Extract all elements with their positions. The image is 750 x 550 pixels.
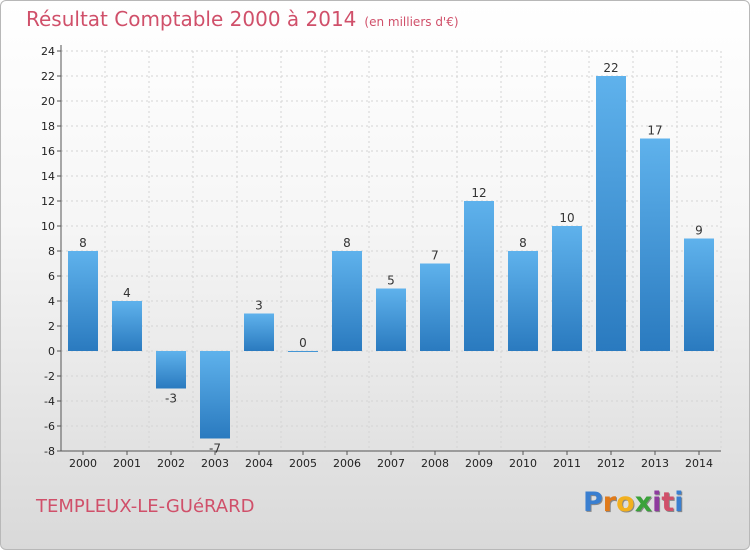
logo-letter: r bbox=[602, 487, 617, 518]
logo-letter: P bbox=[583, 487, 603, 518]
data-labels: 8 4 -3 -7 3 0 8 5 7 12 8 10 22 17 9 bbox=[79, 61, 703, 456]
bar-series bbox=[68, 76, 714, 439]
bar bbox=[552, 226, 582, 351]
data-label: 7 bbox=[431, 249, 439, 263]
data-label: 8 bbox=[519, 236, 527, 250]
y-tick-label: 24 bbox=[41, 45, 55, 58]
y-tick-label: -4 bbox=[44, 395, 55, 408]
x-tick-label: 2006 bbox=[333, 457, 361, 470]
y-tick-label: -8 bbox=[44, 445, 55, 458]
logo-letter: i bbox=[652, 487, 662, 518]
x-tick-label: 2012 bbox=[597, 457, 625, 470]
x-tick-label: 2010 bbox=[509, 457, 537, 470]
data-label: 12 bbox=[471, 186, 486, 200]
logo-letter: o bbox=[616, 487, 635, 518]
x-tick-label: 2011 bbox=[553, 457, 581, 470]
y-tick-label: 8 bbox=[48, 245, 55, 258]
data-label: 22 bbox=[603, 61, 618, 75]
x-tick-label: 2008 bbox=[421, 457, 449, 470]
y-tick-label: 0 bbox=[48, 345, 55, 358]
x-tick-label: 2007 bbox=[377, 457, 405, 470]
bar bbox=[508, 251, 538, 351]
bar bbox=[288, 351, 318, 352]
bar bbox=[112, 301, 142, 351]
y-tick-label: -6 bbox=[44, 420, 55, 433]
x-tick-label: 2009 bbox=[465, 457, 493, 470]
data-label: 8 bbox=[79, 236, 87, 250]
bar bbox=[68, 251, 98, 351]
x-tick-label: 2003 bbox=[201, 457, 229, 470]
bar bbox=[420, 263, 450, 351]
x-tick-label: 2002 bbox=[157, 457, 185, 470]
y-tick-label: 18 bbox=[41, 120, 55, 133]
bar bbox=[156, 351, 186, 389]
y-tick-label: 20 bbox=[41, 95, 55, 108]
x-tick-labels: 2000 2001 2002 2003 2004 2005 2006 2007 2008 2009… bbox=[69, 457, 713, 470]
y-tick-label: -2 bbox=[44, 370, 55, 383]
y-tick-label: 6 bbox=[48, 270, 55, 283]
data-label: 17 bbox=[647, 124, 662, 138]
y-tick-label: 16 bbox=[41, 145, 55, 158]
data-label: 3 bbox=[255, 299, 263, 313]
bar bbox=[596, 76, 626, 351]
bar bbox=[684, 238, 714, 351]
data-label: 4 bbox=[123, 286, 131, 300]
place-name: TEMPLEUX-LE-GUéRARD bbox=[36, 496, 255, 517]
x-tick-label: 2000 bbox=[69, 457, 97, 470]
data-label: 0 bbox=[299, 336, 307, 350]
data-label: 8 bbox=[343, 236, 351, 250]
bar bbox=[332, 251, 362, 351]
logo-letter: x bbox=[634, 487, 653, 518]
chart-title-text: Résultat Comptable 2000 à 2014 bbox=[26, 7, 357, 31]
bar bbox=[376, 288, 406, 351]
chart-subtitle: (en milliers d'€) bbox=[364, 15, 459, 29]
proxiti-logo: Proxiti bbox=[583, 487, 684, 518]
chart-title: Résultat Comptable 2000 à 2014 (en millie… bbox=[26, 7, 459, 31]
x-tick-label: 2013 bbox=[641, 457, 669, 470]
data-label: 5 bbox=[387, 274, 395, 288]
data-label: -7 bbox=[209, 442, 221, 456]
logo-letter: t bbox=[661, 487, 675, 518]
logo-letter: i bbox=[674, 487, 684, 518]
x-tick-label: 2014 bbox=[685, 457, 713, 470]
y-tick-label: 22 bbox=[41, 70, 55, 83]
bar bbox=[640, 138, 670, 351]
data-label: 10 bbox=[559, 211, 574, 225]
y-tick-label: 4 bbox=[48, 295, 55, 308]
y-tick-label: 10 bbox=[41, 220, 55, 233]
bar bbox=[200, 351, 230, 439]
bar bbox=[244, 313, 274, 351]
y-tick-label: 14 bbox=[41, 170, 55, 183]
bar bbox=[464, 201, 494, 351]
x-tick-label: 2005 bbox=[289, 457, 317, 470]
x-tick-label: 2004 bbox=[245, 457, 273, 470]
x-tick-label: 2001 bbox=[113, 457, 141, 470]
data-label: -3 bbox=[165, 392, 177, 406]
axes bbox=[57, 45, 721, 455]
data-label: 9 bbox=[695, 224, 703, 238]
y-tick-label: 12 bbox=[41, 195, 55, 208]
y-tick-label: 2 bbox=[48, 320, 55, 333]
